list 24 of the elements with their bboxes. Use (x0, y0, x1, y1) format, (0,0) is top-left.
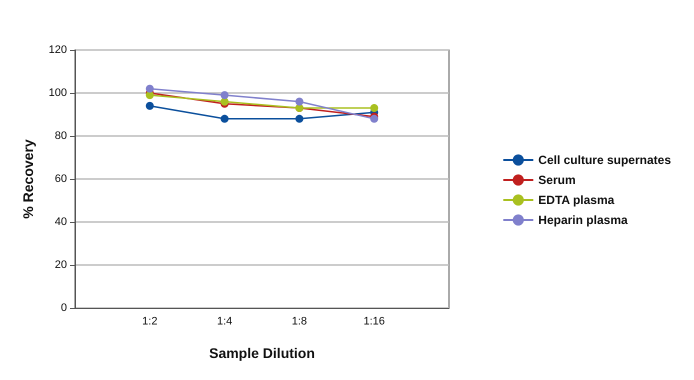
point (295, 98, 304, 106)
point (370, 104, 378, 112)
point (220, 91, 229, 100)
y-tick-label: 100 (48, 87, 67, 99)
y-tick-label: 20 (54, 259, 67, 271)
legend-label: Serum (538, 173, 576, 187)
x-tick-label: 1:8 (292, 316, 308, 328)
y-tick-label: 120 (48, 44, 67, 56)
y-tick-label: 60 (54, 173, 67, 185)
y-tick-label: 0 (60, 302, 67, 314)
x-tick-label: 1:2 (142, 316, 158, 328)
point (295, 114, 304, 123)
point (146, 102, 154, 110)
legend-label: Cell culture supernates (538, 153, 672, 167)
point (220, 114, 229, 123)
point (146, 84, 154, 93)
x-axis-title: Sample Dilution (209, 345, 315, 361)
x-tick-label: 1:4 (216, 316, 232, 328)
y-tick-label: 80 (54, 130, 67, 142)
legend-label: EDTA plasma (538, 193, 615, 207)
legend-label: Heparin plasma (538, 213, 628, 227)
y-tick-label: 40 (54, 216, 67, 228)
y-axis-title: % Recovery (20, 139, 36, 219)
x-tick-label: 1:16 (363, 316, 385, 328)
